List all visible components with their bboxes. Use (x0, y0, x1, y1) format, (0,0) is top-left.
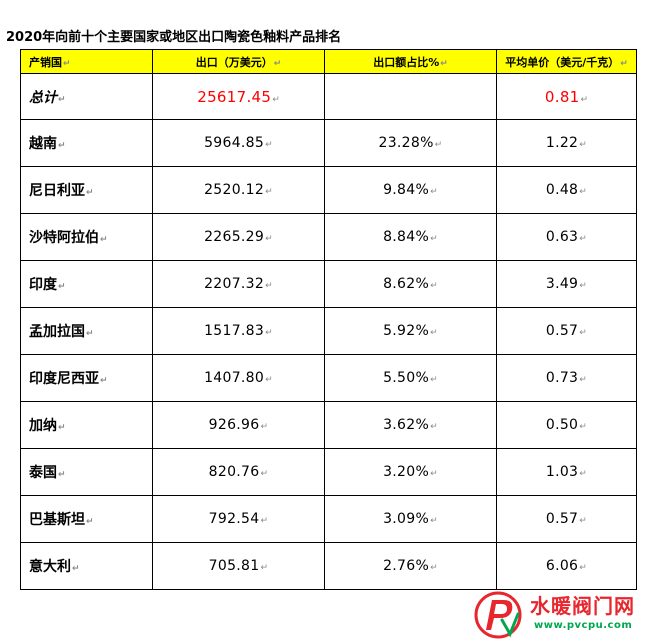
export-value: 5964.85↵ (152, 119, 325, 167)
share-value: 8.62%↵ (324, 260, 497, 308)
share-value: 23.28%↵ (324, 119, 497, 167)
price-value: 0.48↵ (496, 166, 637, 214)
watermark-url: www.pvcpu.com (534, 620, 633, 631)
table-row: 巴基斯坦↵ 792.54↵ 3.09%↵ 0.57↵ (20, 495, 637, 543)
export-value: 1407.80↵ (152, 354, 325, 402)
share-value: 3.20%↵ (324, 448, 497, 496)
watermark-logo: 水暖阀门网 www.pvcpu.com (470, 588, 650, 642)
country-name: 尼日利亚↵ (20, 166, 153, 214)
price-value: 0.50↵ (496, 401, 637, 449)
export-ranking-table: 产销国↵ 出口（万美元）↵ 出口额占比%↵ 平均单价（美元/千克）↵ 总计↵ 2… (20, 49, 637, 590)
export-value: 705.81↵ (152, 542, 325, 590)
price-value: 0.63↵ (496, 213, 637, 261)
total-export: 25617.45↵ (152, 73, 325, 120)
share-value: 2.76%↵ (324, 542, 497, 590)
header-export: 出口（万美元）↵ (152, 49, 325, 74)
table-row: 越南↵ 5964.85↵ 23.28%↵ 1.22↵ (20, 119, 637, 167)
price-value: 1.22↵ (496, 119, 637, 167)
country-name: 加纳↵ (20, 401, 153, 449)
table-row: 尼日利亚↵ 2520.12↵ 9.84%↵ 0.48↵ (20, 166, 637, 214)
table-row: 印度↵ 2207.32↵ 8.62%↵ 3.49↵ (20, 260, 637, 308)
export-value: 926.96↵ (152, 401, 325, 449)
share-value: 9.84%↵ (324, 166, 497, 214)
watermark-name: 水暖阀门网 (530, 594, 635, 618)
price-value: 0.57↵ (496, 307, 637, 355)
table-header-row: 产销国↵ 出口（万美元）↵ 出口额占比%↵ 平均单价（美元/千克）↵ (20, 49, 637, 74)
total-label: 总计↵ (20, 73, 153, 120)
export-value: 2265.29↵ (152, 213, 325, 261)
price-value: 0.57↵ (496, 495, 637, 543)
share-value: 3.09%↵ (324, 495, 497, 543)
export-value: 792.54↵ (152, 495, 325, 543)
pv-logo-icon (474, 591, 522, 639)
table-row: 泰国↵ 820.76↵ 3.20%↵ 1.03↵ (20, 448, 637, 496)
header-price: 平均单价（美元/千克）↵ (496, 49, 637, 74)
country-name: 印度尼西亚↵ (20, 354, 153, 402)
total-share (324, 73, 497, 120)
price-value: 6.06↵ (496, 542, 637, 590)
table-row: 孟加拉国↵ 1517.83↵ 5.92%↵ 0.57↵ (20, 307, 637, 355)
country-name: 沙特阿拉伯↵ (20, 213, 153, 261)
country-name: 泰国↵ (20, 448, 153, 496)
table-row: 加纳↵ 926.96↵ 3.62%↵ 0.50↵ (20, 401, 637, 449)
price-value: 0.73↵ (496, 354, 637, 402)
share-value: 3.62%↵ (324, 401, 497, 449)
country-name: 孟加拉国↵ (20, 307, 153, 355)
country-name: 巴基斯坦↵ (20, 495, 153, 543)
table-row: 沙特阿拉伯↵ 2265.29↵ 8.84%↵ 0.63↵ (20, 213, 637, 261)
price-value: 3.49↵ (496, 260, 637, 308)
share-value: 5.50%↵ (324, 354, 497, 402)
price-value: 1.03↵ (496, 448, 637, 496)
table-row-total: 总计↵ 25617.45↵ 0.81↵ (20, 73, 637, 120)
export-value: 820.76↵ (152, 448, 325, 496)
total-price: 0.81↵ (496, 73, 637, 120)
share-value: 5.92%↵ (324, 307, 497, 355)
page-title: 2020年向前十个主要国家或地区出口陶瓷色釉料产品排名 (6, 30, 342, 45)
country-name: 印度↵ (20, 260, 153, 308)
country-name: 意大利↵ (20, 542, 153, 590)
export-value: 2520.12↵ (152, 166, 325, 214)
export-value: 2207.32↵ (152, 260, 325, 308)
header-share: 出口额占比%↵ (324, 49, 497, 74)
header-country: 产销国↵ (20, 49, 153, 74)
export-value: 1517.83↵ (152, 307, 325, 355)
table-row: 意大利↵ 705.81↵ 2.76%↵ 6.06↵ (20, 542, 637, 590)
share-value: 8.84%↵ (324, 213, 497, 261)
country-name: 越南↵ (20, 119, 153, 167)
table-row: 印度尼西亚↵ 1407.80↵ 5.50%↵ 0.73↵ (20, 354, 637, 402)
